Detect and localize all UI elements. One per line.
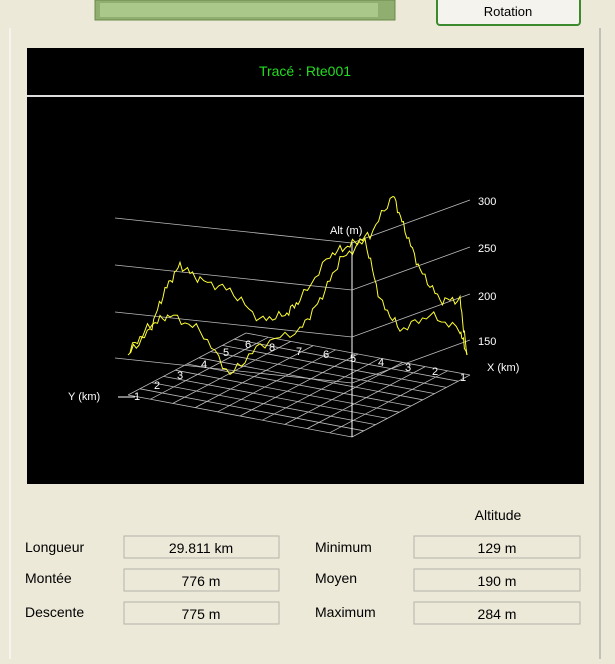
z-tick: 300	[478, 196, 496, 208]
track	[127, 195, 468, 356]
stat-label: Minimum	[315, 539, 372, 555]
stat-label: Maximum	[315, 604, 376, 620]
floor-grid	[186, 363, 412, 407]
y-tick: 5	[223, 347, 229, 359]
floor-grid	[245, 332, 471, 376]
x-tick: 3	[405, 362, 411, 374]
z-tick: 150	[478, 336, 496, 348]
y-tick: 2	[154, 380, 160, 392]
plot-3d	[114, 195, 471, 438]
stats: Longueur 29.811 km Montée 776 m Descente…	[25, 535, 581, 625]
y-axis-label: Y (km)	[68, 391, 100, 403]
floor-grid	[217, 349, 336, 413]
floor-grid	[127, 332, 247, 396]
x-tick: 4	[378, 357, 384, 369]
altitude-line	[114, 339, 471, 384]
stat-label: Longueur	[25, 539, 85, 555]
stat-value: 775 m	[182, 606, 221, 622]
floor-grid	[234, 338, 459, 382]
y-tick: 1	[134, 391, 140, 403]
floor-grid	[210, 351, 435, 394]
y-tick: 8	[269, 342, 275, 354]
y-tick: 7	[296, 346, 302, 358]
x-tick: 2	[432, 366, 438, 378]
altitude-heading: Altitude	[475, 507, 522, 523]
stat-label: Moyen	[315, 570, 357, 586]
stat-box	[413, 601, 581, 625]
y-tick: 3	[177, 370, 183, 382]
progress-fill	[100, 3, 378, 17]
floor-grid	[195, 345, 314, 408]
z-tick: 200	[478, 291, 496, 303]
stat-value: 29.811 km	[169, 540, 233, 556]
track	[129, 237, 468, 376]
plot-area	[27, 48, 584, 484]
stat-box	[123, 535, 280, 559]
stat-label: Montée	[25, 570, 72, 586]
y-tick: 4	[201, 359, 207, 371]
stat-label: Descente	[25, 604, 84, 620]
z-tick: 250	[478, 243, 496, 255]
stat-value: 129 m	[478, 540, 517, 556]
x-tick: 1	[460, 372, 466, 384]
x-tick: 5	[350, 353, 356, 365]
y-tick: 6	[245, 339, 251, 351]
stat-box	[123, 568, 280, 592]
altitude-line	[114, 293, 471, 338]
floor-grid	[172, 341, 291, 404]
altitude-line	[114, 199, 471, 244]
rotation-button[interactable]	[436, 0, 581, 26]
z-axis-label: Alt (m)	[330, 225, 362, 237]
stat-value: 284 m	[478, 606, 517, 622]
stat-box	[413, 568, 581, 592]
x-axis-label: X (km)	[487, 362, 519, 374]
stat-box	[123, 601, 280, 625]
altitude-line	[114, 246, 471, 291]
plot-title: Tracé : Rte001	[259, 63, 351, 79]
button-label: Rotation	[484, 4, 532, 19]
x-tick: 6	[323, 349, 329, 361]
stat-value: 190 m	[478, 573, 517, 589]
stat-box	[413, 535, 581, 559]
floor-grid	[222, 345, 447, 388]
stat-value: 776 m	[182, 573, 221, 589]
